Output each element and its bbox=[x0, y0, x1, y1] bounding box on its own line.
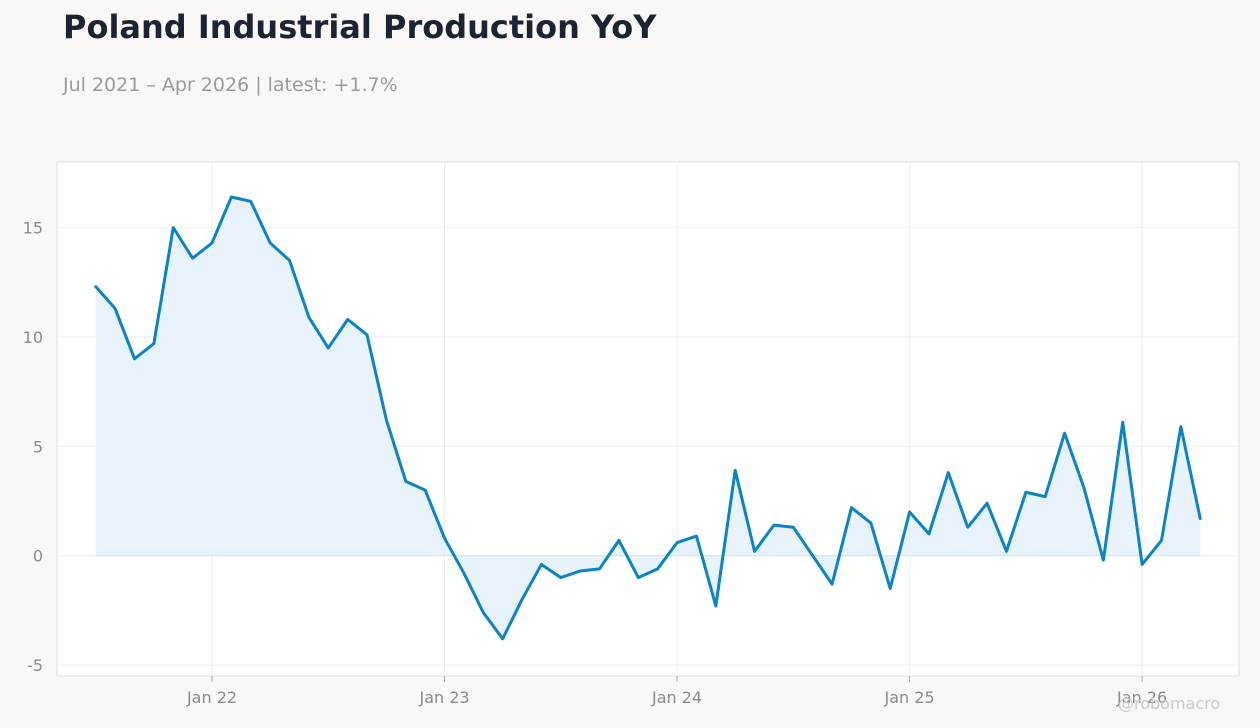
y-tick-label: 10 bbox=[23, 328, 43, 347]
data-point bbox=[365, 333, 369, 337]
data-point bbox=[985, 501, 989, 505]
data-point bbox=[210, 241, 214, 245]
data-point bbox=[1004, 549, 1008, 553]
watermark: @robomacro bbox=[1118, 694, 1221, 713]
data-point bbox=[849, 506, 853, 510]
data-point bbox=[1101, 558, 1105, 562]
data-point bbox=[714, 604, 718, 608]
data-point bbox=[249, 199, 253, 203]
y-tick-label: -5 bbox=[27, 656, 43, 675]
x-tick-label: Jan 26 bbox=[1116, 688, 1167, 707]
chart-subtitle: Jul 2021 – Apr 2026 | latest: +1.7% bbox=[63, 74, 398, 96]
data-point bbox=[1179, 425, 1183, 429]
data-point bbox=[1043, 495, 1047, 499]
data-point bbox=[171, 226, 175, 230]
data-point bbox=[1121, 420, 1125, 424]
data-point bbox=[443, 536, 447, 540]
data-point bbox=[288, 258, 292, 262]
data-point bbox=[598, 567, 602, 571]
data-point bbox=[462, 571, 466, 575]
data-point bbox=[404, 479, 408, 483]
x-tick-label: Jan 23 bbox=[418, 688, 469, 707]
data-point bbox=[733, 468, 737, 472]
data-point bbox=[694, 534, 698, 538]
data-point bbox=[1063, 431, 1067, 435]
data-point bbox=[772, 523, 776, 527]
data-point bbox=[133, 357, 137, 361]
data-point bbox=[94, 285, 98, 289]
x-tick-label: Jan 24 bbox=[651, 688, 702, 707]
y-tick-label: 0 bbox=[33, 547, 43, 566]
data-point bbox=[791, 525, 795, 529]
chart-title: Poland Industrial Production YoY bbox=[63, 8, 657, 46]
y-tick-label: 5 bbox=[33, 437, 43, 456]
data-point bbox=[888, 587, 892, 591]
data-point bbox=[675, 541, 679, 545]
data-point bbox=[1082, 486, 1086, 490]
data-point bbox=[830, 582, 834, 586]
data-point bbox=[927, 532, 931, 536]
data-point bbox=[578, 569, 582, 573]
data-point bbox=[346, 317, 350, 321]
data-point bbox=[229, 195, 233, 199]
data-point bbox=[268, 241, 272, 245]
data-point bbox=[307, 315, 311, 319]
data-point bbox=[636, 576, 640, 580]
data-point bbox=[946, 471, 950, 475]
data-point bbox=[191, 256, 195, 260]
data-point bbox=[1159, 538, 1163, 542]
y-tick-label: 15 bbox=[23, 219, 43, 238]
data-point bbox=[617, 538, 621, 542]
data-point bbox=[908, 510, 912, 514]
data-point bbox=[1198, 517, 1202, 521]
data-point bbox=[753, 549, 757, 553]
data-point bbox=[539, 562, 543, 566]
data-point bbox=[811, 554, 815, 558]
data-point bbox=[1140, 562, 1144, 566]
x-tick-label: Jan 22 bbox=[186, 688, 237, 707]
series-line bbox=[94, 195, 1202, 641]
data-point bbox=[481, 611, 485, 615]
data-point bbox=[869, 521, 873, 525]
data-point bbox=[384, 418, 388, 422]
data-point bbox=[326, 346, 330, 350]
data-point bbox=[559, 576, 563, 580]
x-tick-label: Jan 25 bbox=[884, 688, 935, 707]
data-point bbox=[152, 342, 156, 346]
data-point bbox=[520, 597, 524, 601]
data-point bbox=[113, 307, 117, 311]
data-point bbox=[1024, 490, 1028, 494]
data-point bbox=[501, 637, 505, 641]
data-point bbox=[423, 488, 427, 492]
data-point bbox=[656, 567, 660, 571]
data-point bbox=[966, 525, 970, 529]
